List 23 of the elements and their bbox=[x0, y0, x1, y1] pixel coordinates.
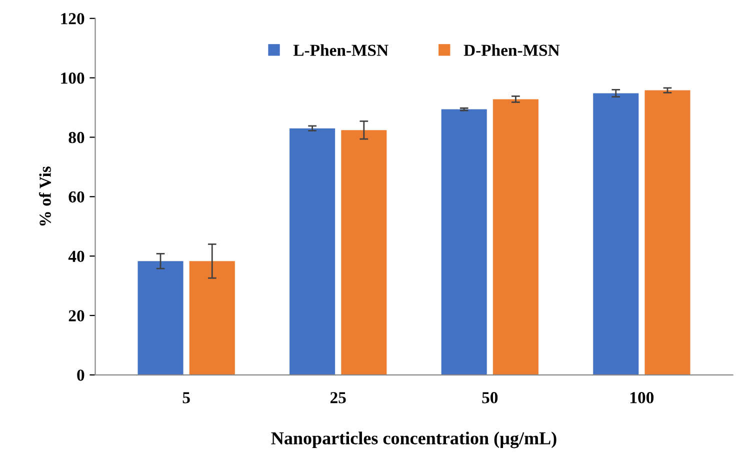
legend-label: D-Phen-MSN bbox=[464, 44, 560, 56]
bar bbox=[441, 109, 487, 375]
y-axis-title: % of Vis bbox=[38, 166, 51, 226]
y-tick-label: 40 bbox=[68, 250, 84, 262]
bar bbox=[492, 99, 538, 375]
x-tick-label: 5 bbox=[182, 392, 190, 404]
x-axis-title: Nanoparticles concentration (µg/mL) bbox=[271, 432, 556, 448]
y-tick-label: 100 bbox=[61, 72, 84, 84]
y-tick-label: 60 bbox=[68, 191, 84, 203]
bar bbox=[138, 261, 184, 375]
bar bbox=[189, 261, 235, 375]
y-tick-label: 120 bbox=[61, 13, 84, 24]
x-tick-label: 25 bbox=[330, 392, 346, 404]
x-tick-label: 50 bbox=[482, 392, 498, 404]
bar bbox=[290, 128, 336, 375]
y-tick-label: 20 bbox=[68, 310, 84, 322]
y-tick-label: 80 bbox=[68, 132, 84, 144]
bar bbox=[341, 130, 387, 375]
legend-label: L-Phen-MSN bbox=[293, 44, 388, 56]
bar bbox=[593, 93, 639, 375]
x-tick-label: 100 bbox=[630, 392, 654, 404]
y-tick-label: 0 bbox=[77, 370, 84, 381]
bar bbox=[644, 90, 690, 375]
